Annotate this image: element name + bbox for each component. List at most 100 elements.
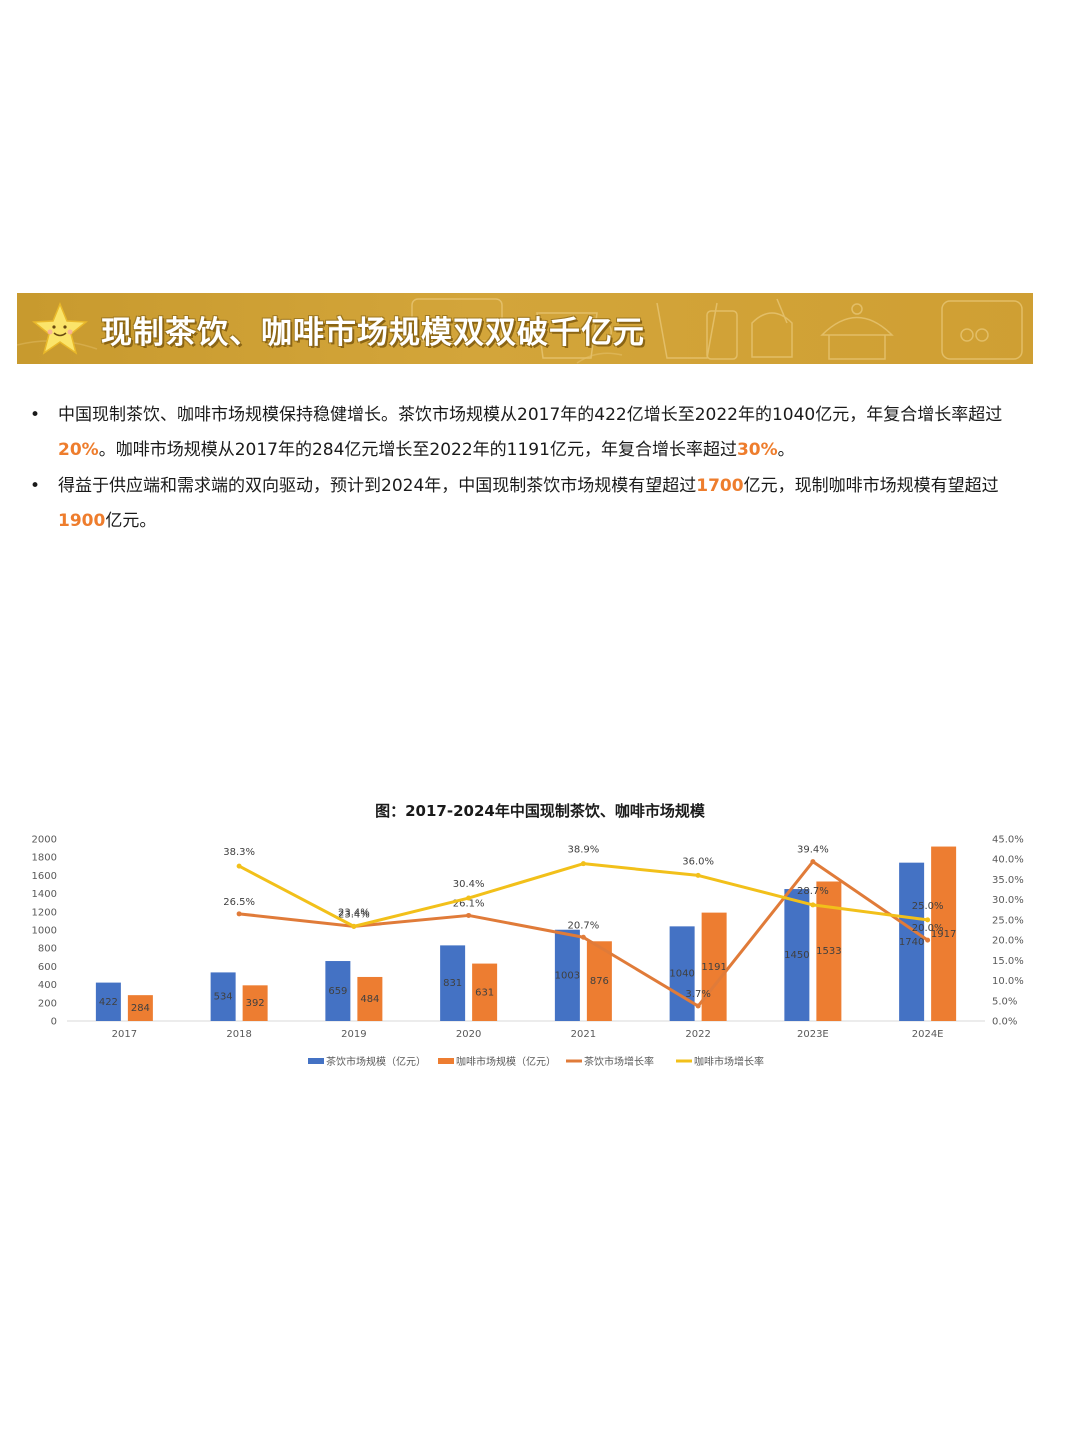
legend-swatch — [308, 1058, 324, 1064]
line-point — [466, 895, 472, 901]
bar-value-label: 284 — [131, 1003, 150, 1014]
smiling-star-icon — [31, 302, 89, 355]
line-value-label: 38.3% — [223, 847, 255, 858]
bullet-item: • 得益于供应端和需求端的双向驱动，预计到2024年，中国现制茶饮市场规模有望超… — [28, 469, 1018, 539]
highlight-number: 1700 — [696, 476, 744, 496]
bullet-text: 。 — [777, 440, 795, 460]
bar-value-label: 392 — [246, 998, 265, 1009]
y-right-tick-label: 45.0% — [992, 835, 1024, 846]
y-right-tick-label: 10.0% — [992, 976, 1024, 987]
y-right-tick-label: 0.0% — [992, 1017, 1017, 1028]
line-point — [580, 934, 586, 940]
bar — [325, 961, 351, 1021]
x-tick-label: 2019 — [341, 1029, 366, 1040]
bar — [899, 862, 925, 1021]
bar — [357, 976, 383, 1021]
page-title: 现制茶饮、咖啡市场规模双双破千亿元 — [101, 315, 645, 351]
line-point — [695, 872, 701, 878]
y-left-tick-label: 600 — [38, 962, 57, 973]
y-right-tick-label: 25.0% — [992, 915, 1024, 926]
x-tick-label: 2022 — [685, 1029, 710, 1040]
legend-label: 茶饮市场增长率 — [584, 1055, 654, 1068]
bullet-text: 中国现制茶饮、咖啡市场规模保持稳健增长。茶饮市场规模从2017年的422亿增长至… — [58, 405, 1003, 425]
legend-swatch — [438, 1058, 454, 1064]
x-tick-label: 2017 — [112, 1029, 137, 1040]
line-value-label: 30.4% — [453, 879, 485, 890]
bullet-item: • 中国现制茶饮、咖啡市场规模保持稳健增长。茶饮市场规模从2017年的422亿增… — [28, 398, 1018, 468]
bar-value-label: 534 — [214, 992, 233, 1003]
bullet-text: 。咖啡市场规模从2017年的284亿元增长至2022年的1191亿元，年复合增长… — [98, 440, 737, 460]
line-value-label: 23.4% — [338, 909, 370, 920]
line-value-label: 3.7% — [685, 989, 710, 1000]
y-left-tick-label: 2000 — [32, 835, 57, 846]
line-value-label: 23.4% — [338, 907, 370, 918]
legend-label: 茶饮市场规模（亿元） — [326, 1055, 426, 1068]
line-value-label: 26.1% — [453, 898, 485, 909]
line-point — [466, 912, 472, 918]
highlight-number: 1900 — [58, 511, 106, 531]
bullet-text: 亿元。 — [105, 511, 157, 531]
legend-label: 咖啡市场增长率 — [694, 1055, 764, 1068]
line-value-label: 28.7% — [797, 886, 829, 897]
y-left-tick-label: 800 — [38, 944, 57, 955]
line-point — [925, 937, 931, 943]
line-value-label: 38.9% — [567, 845, 599, 856]
y-left-tick-label: 0 — [51, 1017, 57, 1028]
bar-value-label: 1450 — [784, 950, 809, 961]
coffee-doodle-background — [17, 298, 1023, 364]
bar — [554, 929, 580, 1021]
line-point — [236, 863, 242, 869]
line-point — [695, 1003, 701, 1009]
bar-value-label: 1191 — [701, 962, 726, 973]
y-left-tick-label: 1000 — [32, 926, 57, 937]
y-left-tick-label: 200 — [38, 998, 57, 1009]
line-value-label: 36.0% — [682, 856, 714, 867]
line-point — [810, 859, 816, 865]
bar — [784, 889, 810, 1021]
bar-value-label: 831 — [443, 978, 462, 989]
section-banner: 现制茶饮、咖啡市场规模双双破千亿元 — [17, 293, 1033, 364]
y-right-tick-label: 40.0% — [992, 855, 1024, 866]
y-left-tick-label: 1800 — [32, 853, 57, 864]
bar — [472, 963, 498, 1021]
bullet-text: 得益于供应端和需求端的双向驱动，预计到2024年，中国现制茶饮市场规模有望超过 — [58, 476, 697, 496]
highlight-number: 30% — [736, 440, 778, 460]
bar-value-label: 1740 — [899, 937, 924, 948]
bar — [210, 972, 236, 1021]
highlight-number: 20% — [58, 440, 99, 460]
bar — [127, 995, 153, 1021]
y-right-tick-label: 5.0% — [992, 996, 1017, 1007]
bar-value-label: 659 — [328, 986, 347, 997]
y-left-tick-label: 1400 — [32, 889, 57, 900]
market-size-chart: 0 200 400 600 800 1000 1200 1400 1600 1800 2000 0.0… — [32, 835, 1024, 1069]
y-left-tick-label: 1200 — [32, 907, 57, 918]
bar — [95, 982, 121, 1021]
x-tick-label: 2020 — [456, 1029, 481, 1040]
y-right-tick-label: 30.0% — [992, 895, 1024, 906]
line-point — [351, 923, 357, 929]
line-point — [925, 917, 931, 923]
x-tick-label: 2018 — [226, 1029, 251, 1040]
bullet-dot-icon: • — [30, 405, 41, 425]
line-value-label: 20.7% — [567, 920, 599, 931]
bar — [931, 846, 957, 1021]
bar-value-label: 876 — [590, 976, 609, 987]
x-tick-label: 2024E — [912, 1029, 944, 1040]
bar-value-label: 422 — [99, 997, 118, 1008]
y-right-tick-label: 20.0% — [992, 936, 1024, 947]
bar-value-label: 1040 — [669, 969, 694, 980]
bar-value-label: 484 — [360, 994, 379, 1005]
line-value-label: 26.5% — [223, 897, 255, 908]
bar-value-label: 1917 — [931, 929, 956, 940]
line-value-label: 25.0% — [912, 901, 944, 912]
bar — [242, 985, 268, 1021]
bar — [669, 926, 695, 1021]
bar-value-label: 1533 — [816, 946, 841, 957]
bar-value-label: 631 — [475, 987, 494, 998]
line-point — [580, 861, 586, 867]
line-point — [810, 902, 816, 908]
x-tick-label: 2021 — [571, 1029, 596, 1040]
bullet-list: • 中国现制茶饮、咖啡市场规模保持稳健增长。茶饮市场规模从2017年的422亿增… — [28, 398, 1018, 540]
bullet-text: 亿元，现制咖啡市场规模有望超过 — [743, 476, 999, 496]
line-value-label: 20.0% — [912, 923, 944, 934]
